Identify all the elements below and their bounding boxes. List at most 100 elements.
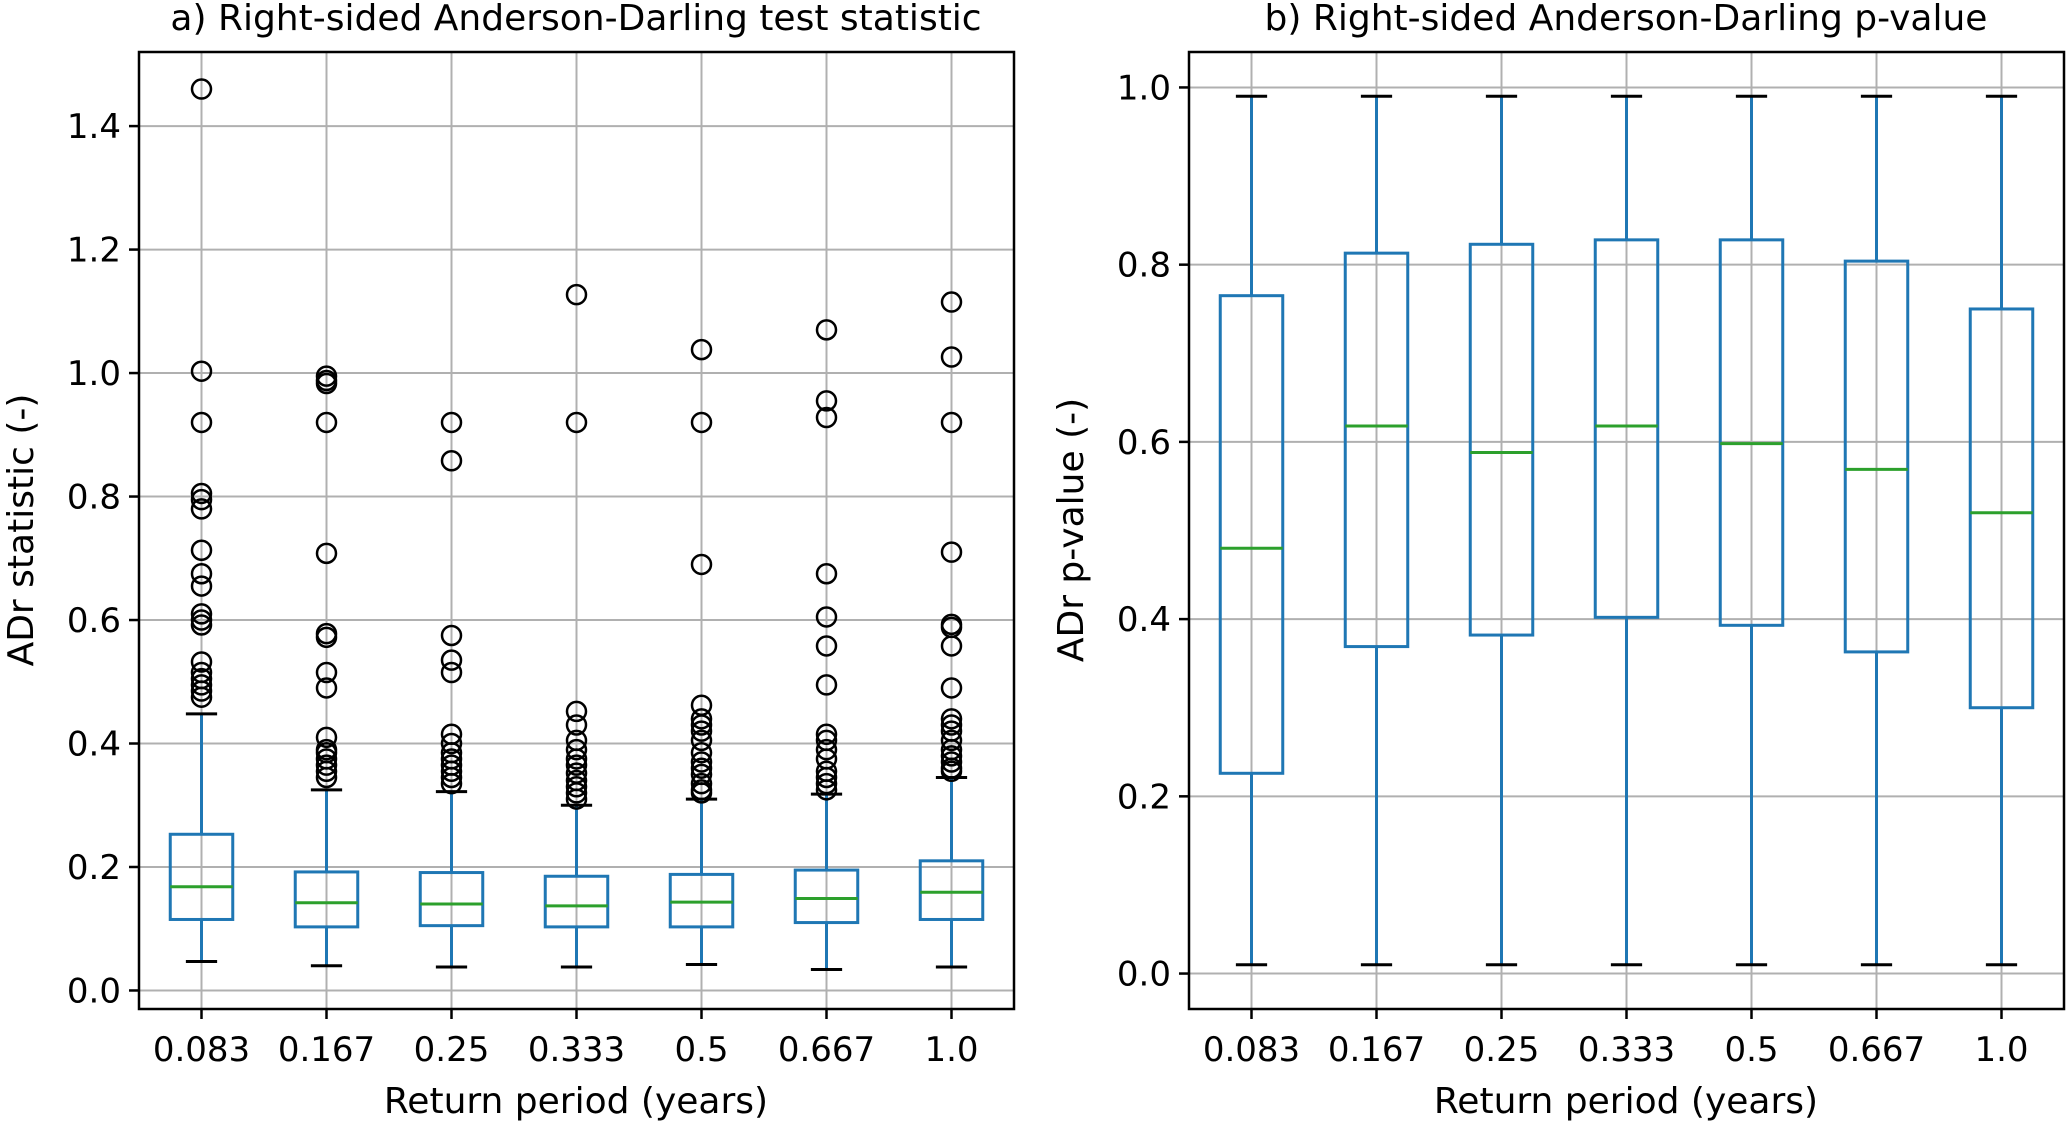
outlier-point bbox=[315, 677, 338, 699]
outlier-point bbox=[315, 760, 338, 783]
panel-a-x-tick-label: 0.25 bbox=[414, 1030, 490, 1070]
outlier-point bbox=[190, 603, 213, 625]
outlier-point bbox=[815, 606, 838, 628]
outlier-point bbox=[690, 720, 713, 742]
panel-a-x-axis-label: Return period (years) bbox=[384, 1081, 768, 1122]
panel-a-x-tick-label: 0.5 bbox=[674, 1030, 728, 1070]
panel-b-y-axis-label: ADr p-value (-) bbox=[1051, 398, 1092, 662]
outlier-point bbox=[440, 772, 463, 795]
panel-a-box-0.667 bbox=[793, 319, 860, 971]
outlier-point bbox=[690, 553, 713, 576]
outlier-point bbox=[690, 751, 713, 773]
iqr-box bbox=[1468, 242, 1535, 637]
panel-b-box-0.333 bbox=[1593, 94, 1660, 967]
panel-b-y-tick-label: 0.2 bbox=[1117, 777, 1171, 817]
iqr-box bbox=[918, 859, 985, 921]
outlier-point bbox=[440, 411, 463, 434]
outlier-point bbox=[940, 751, 963, 773]
iqr-box bbox=[1343, 251, 1410, 649]
iqr-box bbox=[168, 832, 235, 921]
outlier-point bbox=[440, 760, 463, 783]
panel-a-box-0.25 bbox=[418, 411, 485, 969]
outlier-point bbox=[315, 372, 338, 395]
panel-a-box-0.083 bbox=[168, 78, 235, 963]
outlier-point bbox=[565, 754, 588, 776]
panel-b-x-tick-label: 0.333 bbox=[1578, 1030, 1675, 1070]
iqr-box bbox=[418, 871, 485, 928]
outlier-point bbox=[565, 411, 588, 434]
outlier-point bbox=[440, 649, 463, 671]
outlier-point bbox=[565, 782, 588, 804]
panel-a-box-0.333 bbox=[543, 283, 610, 969]
outlier-point bbox=[815, 635, 838, 657]
panel-a-plot bbox=[168, 78, 985, 971]
outlier-point bbox=[440, 624, 463, 647]
outlier-point bbox=[190, 562, 213, 585]
panel-b-box-0.25 bbox=[1468, 94, 1535, 967]
outlier-point bbox=[190, 539, 213, 562]
outlier-point bbox=[690, 772, 713, 795]
outlier-point bbox=[190, 498, 213, 520]
panel-a-x-tick-label: 0.083 bbox=[153, 1030, 250, 1070]
panel-a-y-tick-label: 0.4 bbox=[67, 725, 121, 765]
outlier-point bbox=[190, 360, 213, 382]
outlier-point bbox=[315, 766, 338, 789]
iqr-box bbox=[668, 872, 735, 929]
panel-a-x-tick-label: 0.667 bbox=[778, 1030, 875, 1070]
outlier-point bbox=[565, 788, 588, 810]
panel-b-y-tick-label: 0.6 bbox=[1117, 423, 1171, 463]
panel-b-x-tick-label: 0.667 bbox=[1828, 1030, 1925, 1070]
outlier-point bbox=[315, 661, 338, 684]
panel-a-x-tick-label: 0.167 bbox=[278, 1030, 375, 1070]
panel-a-y-tick-label: 1.2 bbox=[67, 231, 121, 271]
panel-b-y-tick-label: 0.0 bbox=[1117, 955, 1171, 995]
panel-b-x-axis: 0.083 0.167 0.25 0.333 0.5 0.667 1.0 bbox=[1203, 1009, 2029, 1070]
panel-b-x-tick-label: 0.5 bbox=[1724, 1030, 1778, 1070]
outlier-point bbox=[815, 319, 838, 341]
outlier-point bbox=[690, 411, 713, 434]
iqr-box bbox=[1843, 259, 1910, 654]
outlier-point bbox=[690, 729, 713, 752]
outlier-point bbox=[565, 700, 588, 723]
panel-a-x-tick-label: 1.0 bbox=[924, 1030, 978, 1070]
iqr-box bbox=[1718, 238, 1785, 627]
panel-a-statistic-chart: 0.00.20.40.60.81.01.21.4 0.083 0.167 0.25 0… bbox=[1, 0, 1016, 1122]
iqr-box bbox=[543, 874, 610, 929]
panel-b-box-0.167 bbox=[1343, 94, 1410, 967]
outlier-point bbox=[815, 738, 838, 761]
panel-b-y-tick-label: 1.0 bbox=[1117, 68, 1171, 108]
outlier-point bbox=[315, 754, 338, 776]
outlier-point bbox=[940, 411, 963, 434]
outlier-point bbox=[565, 283, 588, 306]
outlier-point bbox=[315, 726, 338, 749]
outlier-point bbox=[940, 729, 963, 752]
outlier-point bbox=[940, 708, 963, 730]
outlier-point bbox=[815, 674, 838, 696]
outlier-point bbox=[190, 482, 213, 505]
iqr-box bbox=[793, 868, 860, 925]
panel-b-title: b) Right-sided Anderson-Darling p-value bbox=[1265, 0, 1988, 39]
panel-b-plot bbox=[1218, 94, 2035, 967]
outlier-point bbox=[190, 575, 213, 597]
panel-b-y-tick-label: 0.8 bbox=[1117, 246, 1171, 286]
panel-b-box-0.083 bbox=[1218, 94, 1285, 967]
panel-a-box-0.5 bbox=[668, 338, 735, 967]
panel-a-y-tick-label: 0.8 bbox=[67, 478, 121, 518]
panel-b-x-tick-label: 1.0 bbox=[1974, 1030, 2028, 1070]
iqr-box bbox=[293, 870, 360, 929]
outlier-point bbox=[190, 686, 213, 708]
outlier-point bbox=[315, 626, 338, 649]
outlier-point bbox=[565, 714, 588, 736]
panel-b-y-axis: 0.0 0.2 0.4 0.6 0.8 1.0 bbox=[1117, 68, 1189, 995]
outlier-point bbox=[815, 779, 838, 801]
panel-a-y-tick-label: 0.6 bbox=[67, 601, 121, 641]
outlier-point bbox=[690, 708, 713, 730]
outlier-point bbox=[440, 449, 463, 472]
outlier-point bbox=[565, 738, 588, 761]
outlier-point bbox=[190, 674, 213, 696]
outlier-point bbox=[940, 677, 963, 699]
outlier-point bbox=[690, 782, 713, 804]
outlier-point bbox=[190, 411, 213, 434]
panel-a-box-0.167 bbox=[293, 365, 360, 968]
